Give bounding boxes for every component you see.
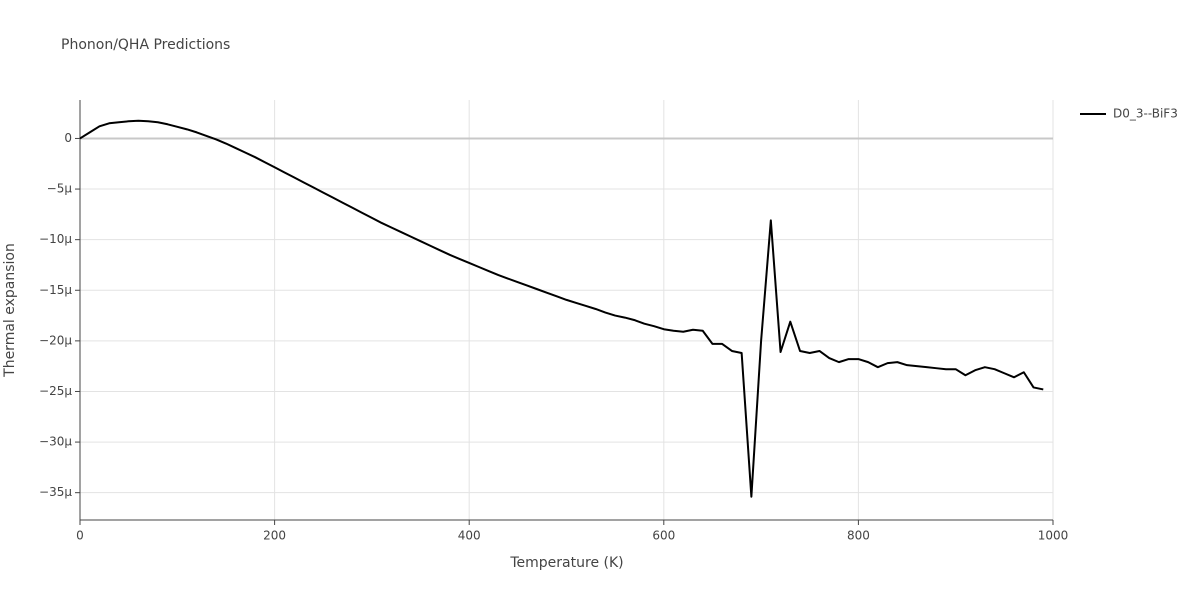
x-tick-label: 1000	[1038, 529, 1069, 543]
line-series	[79, 119, 1044, 498]
legend-label: D0_3--BiF3	[1113, 107, 1178, 121]
y-tick-label: −35μ	[39, 485, 72, 499]
x-tick-label: 0	[76, 529, 84, 543]
x-tick-label: 200	[263, 529, 286, 543]
y-tick-label: −20μ	[39, 333, 72, 347]
y-tick-label: 0	[64, 131, 72, 145]
x-tick-label: 800	[847, 529, 870, 543]
x-axis-title: Temperature (K)	[509, 555, 623, 571]
y-tick-label: −30μ	[39, 435, 72, 449]
y-tick-label: −25μ	[39, 384, 72, 398]
chart-title: Phonon/QHA Predictions	[61, 37, 230, 53]
y-tick-label: −15μ	[39, 283, 72, 297]
y-axis-title: Thermal expansion	[2, 243, 18, 378]
y-tick-label: −5μ	[47, 182, 73, 196]
x-tick-label: 400	[458, 529, 481, 543]
y-tick-label: −10μ	[39, 232, 72, 246]
x-tick-label: 600	[652, 529, 675, 543]
